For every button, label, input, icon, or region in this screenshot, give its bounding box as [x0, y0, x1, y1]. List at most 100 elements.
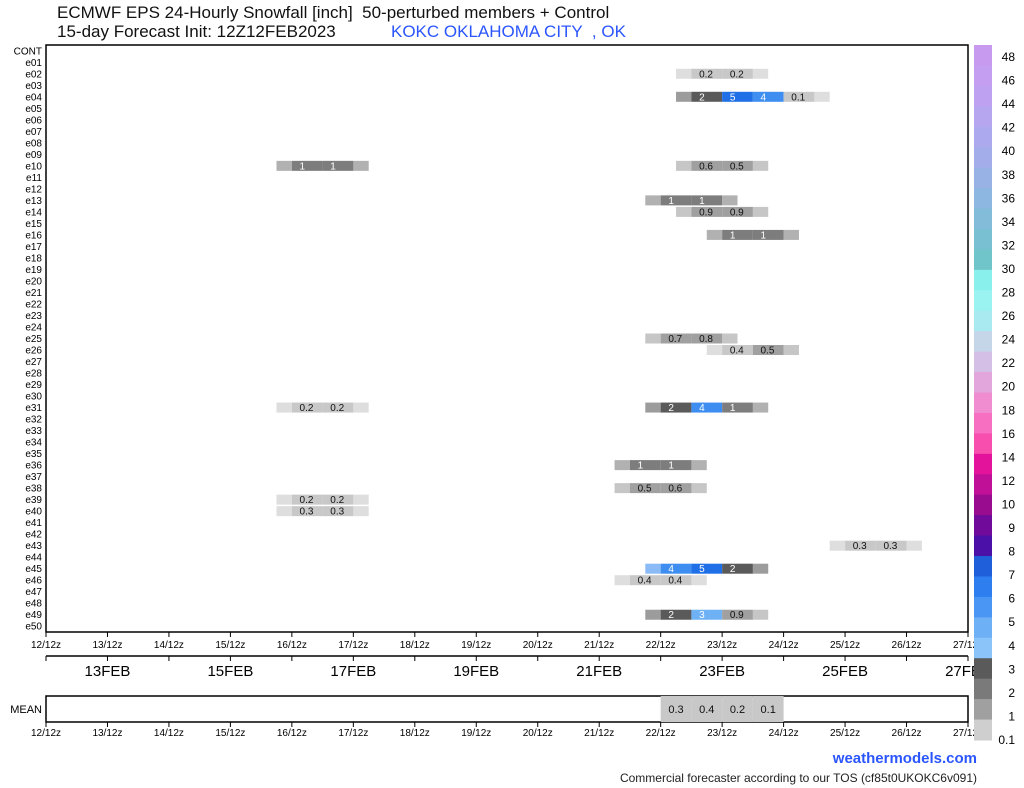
snow-value-label: 1	[330, 161, 336, 172]
member-label: e32	[25, 415, 42, 426]
x-tick-label: 21/12z	[584, 640, 614, 651]
snow-value-label: 2	[668, 610, 674, 621]
x-tick-label: 16/12z	[277, 640, 307, 651]
colorbar-segment	[974, 126, 992, 148]
snow-cell-edge	[752, 160, 769, 171]
x-tick-label: 17/12z	[338, 640, 368, 651]
snow-value-label: 0.3	[853, 541, 867, 552]
snow-value-label: 3	[699, 610, 705, 621]
member-label: e09	[25, 150, 42, 161]
snow-value-label: 0.9	[730, 610, 744, 621]
mean-x-tick-label: 25/12z	[830, 728, 860, 739]
member-label: e48	[25, 599, 42, 610]
colorbar-segment	[974, 453, 992, 475]
member-label: e02	[25, 69, 42, 80]
snow-cell	[691, 68, 723, 79]
colorbar-segment	[974, 351, 992, 373]
date-label: 25FEB	[822, 663, 868, 680]
credit-link[interactable]: weathermodels.com	[832, 750, 977, 767]
snow-cell	[722, 563, 753, 574]
snow-cell-edge	[645, 402, 661, 413]
snow-cell-edge	[645, 333, 661, 344]
colorbar-segment	[974, 269, 992, 291]
snow-cell-edge	[276, 402, 292, 413]
member-label: e39	[25, 495, 42, 506]
mean-value-label: 0.3	[668, 704, 683, 716]
snow-cell	[660, 609, 692, 620]
mean-x-tick-label: 26/12z	[892, 728, 922, 739]
mean-frame	[45, 695, 969, 723]
date-label: 23FEB	[699, 663, 745, 680]
colorbar-label: 1	[1008, 709, 1015, 723]
snow-cell	[322, 506, 354, 517]
snow-cell-edge	[676, 206, 692, 217]
colorbar-label: 28	[1002, 286, 1016, 300]
colorbar-label: 5	[1008, 615, 1015, 629]
snow-value-label: 0.5	[638, 484, 652, 495]
x-tick-label: 15/12z	[215, 640, 245, 651]
colorbar-segment	[974, 412, 992, 434]
snow-cell	[291, 494, 323, 505]
member-label: e47	[25, 587, 42, 598]
colorbar-label: 24	[1002, 333, 1016, 347]
mean-x-tick-label: 24/12z	[769, 728, 799, 739]
snow-value-label: 1	[730, 403, 736, 414]
plot-frame	[45, 44, 969, 633]
mean-label: MEAN	[10, 704, 42, 716]
snow-value-label: 5	[730, 92, 736, 103]
snow-cell-edge	[614, 575, 630, 586]
snow-cell-edge	[829, 540, 846, 551]
snow-value-label: 2	[730, 564, 736, 575]
colorbar-label: 14	[1002, 450, 1016, 464]
snow-value-label: 5	[699, 564, 705, 575]
snow-cell	[722, 91, 753, 102]
x-tick-label: 23/12z	[707, 640, 737, 651]
colorbar-label: 46	[1002, 74, 1016, 88]
member-label: e22	[25, 299, 42, 310]
member-label: e36	[25, 461, 42, 472]
colorbar-segment	[974, 167, 992, 189]
member-label: e28	[25, 369, 42, 380]
mean-value-label: 0.2	[730, 704, 745, 716]
snow-cell	[691, 91, 723, 102]
snow-cell	[752, 345, 784, 356]
snow-value-label: 4	[761, 92, 767, 103]
snow-cell-edge	[676, 68, 692, 79]
date-label: 15FEB	[207, 663, 253, 680]
mean-x-tick-label: 19/12z	[461, 728, 491, 739]
colorbar-segment	[974, 106, 992, 128]
snow-cell	[722, 402, 753, 413]
x-tick-label: 13/12z	[92, 640, 122, 651]
colorbar-segment	[974, 208, 992, 230]
snow-value-label: 0.1	[791, 92, 805, 103]
snow-cell	[691, 402, 723, 413]
colorbar-segment	[974, 494, 992, 516]
colorbar-segment	[974, 474, 992, 496]
colorbar-segment	[974, 85, 992, 107]
member-label: e30	[25, 392, 42, 403]
snow-cell	[660, 483, 692, 494]
colorbar-label: 26	[1002, 309, 1016, 323]
snow-value-label: 0.2	[300, 495, 314, 506]
member-label: e05	[25, 104, 42, 115]
snow-cell-edge	[645, 609, 661, 620]
snow-value-label: 0.4	[668, 576, 682, 587]
mean-x-tick-label: 14/12z	[154, 728, 184, 739]
member-label: e01	[25, 58, 42, 69]
snow-cell-edge	[676, 91, 692, 102]
colorbar-label: 3	[1008, 662, 1015, 676]
snow-cell-edge	[752, 402, 769, 413]
member-label: e07	[25, 127, 42, 138]
colorbar-segment	[974, 617, 992, 639]
colorbar-label: 4	[1008, 639, 1015, 653]
snow-cell-edge	[645, 563, 661, 574]
snow-value-label: 4	[699, 403, 705, 414]
snow-value-label: 0.9	[730, 207, 744, 218]
snow-cell	[322, 494, 354, 505]
mean-cell	[660, 696, 692, 722]
member-label: e13	[25, 196, 42, 207]
snow-cell-edge	[353, 506, 369, 517]
snow-value-label: 0.2	[300, 403, 314, 414]
colorbar-segment	[974, 310, 992, 332]
